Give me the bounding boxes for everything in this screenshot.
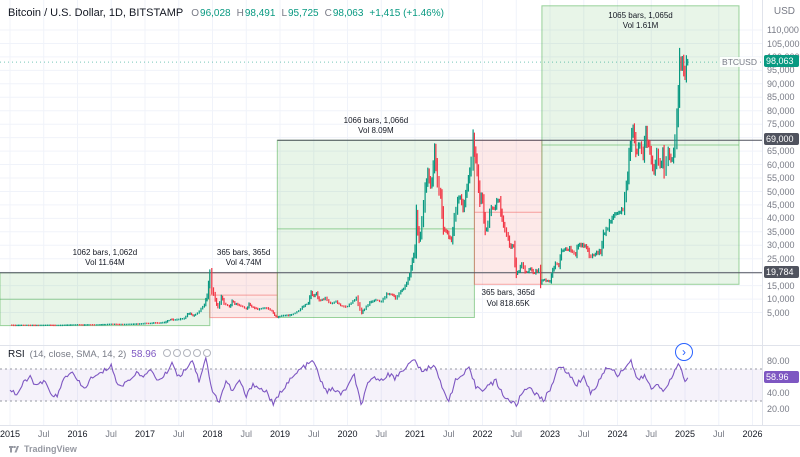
time-tick-year[interactable]: 2020 (337, 429, 358, 439)
time-tick-jul[interactable]: Jul (375, 429, 388, 439)
ohlc-values: O96,028 H98,491 L95,725 C98,063 +1,415 (… (191, 8, 444, 19)
rsi-line (9, 355, 689, 408)
rsi-alert-icon[interactable] (183, 349, 192, 357)
low-value: L95,725 (281, 8, 319, 19)
price-tick: 5,000 (767, 307, 790, 318)
price-tick: 85,000 (767, 92, 795, 103)
price-tick: 65,000 (767, 146, 795, 157)
price-chart-canvas[interactable] (0, 0, 762, 345)
time-tick-year[interactable]: 2021 (404, 429, 426, 439)
close-label: C (324, 8, 332, 19)
price-tick: 45,000 (767, 199, 795, 210)
time-tick-jul[interactable]: Jul (173, 429, 185, 439)
rsi-legend[interactable]: RSI (14, close, SMA, 14, 2) 58.96 (8, 349, 212, 360)
price-tick: 110,000 (767, 25, 799, 35)
rsi-tick: 80.00 (767, 356, 790, 366)
pane-separator[interactable] (0, 345, 800, 346)
rsi-settings-icon[interactable] (173, 349, 182, 357)
close-value: C98,063 (324, 8, 364, 19)
time-tick-jul[interactable]: Jul (443, 429, 455, 439)
price-tick: 95,000 (767, 65, 795, 76)
high-label: H (236, 8, 244, 19)
time-tick-year[interactable]: 2015 (0, 429, 21, 439)
time-axis[interactable]: 2015 Jul 2016 Jul 2017 Jul 2018 Jul 2019 Jul 2020 J… (0, 425, 800, 441)
price-tick: 25,000 (767, 253, 795, 264)
current-price-badge: 98,063 (764, 55, 799, 68)
price-tick: 75,000 (767, 119, 795, 130)
rsi-tick: 20.00 (767, 404, 790, 414)
rsi-params: (14, close, SMA, 14, 2) (29, 349, 127, 360)
time-tick-jul[interactable]: Jul (578, 429, 590, 439)
time-tick-jul[interactable]: Jul (713, 429, 725, 439)
low-label: L (281, 8, 287, 19)
time-tick-year[interactable]: 2019 (269, 429, 291, 439)
open-value: O96,028 (191, 8, 231, 19)
symbol-legend[interactable]: Bitcoin / U.S. Dollar, 1D, BITSTAMP O96,… (8, 7, 444, 19)
time-tick-year[interactable]: 2024 (607, 429, 628, 439)
price-tick: 10,000 (767, 294, 795, 305)
go-to-realtime-button[interactable]: › (675, 343, 693, 361)
price-line-badge: 69,000 (764, 133, 799, 146)
time-tick-year[interactable]: 2022 (472, 429, 493, 439)
time-tick-jul[interactable]: Jul (105, 429, 117, 439)
time-tick-jul[interactable]: Jul (308, 429, 320, 439)
time-tick-year[interactable]: 2016 (67, 429, 88, 439)
rsi-more-icon[interactable] (203, 349, 212, 357)
time-tick-jul[interactable]: Jul (645, 429, 658, 439)
symbol-price-label: BTCUSD (720, 57, 759, 68)
time-tick-year[interactable]: 2025 (674, 429, 696, 439)
price-tick: 55,000 (767, 173, 795, 183)
price-tick: 90,000 (767, 78, 795, 89)
time-tick-year[interactable]: 2017 (134, 429, 156, 439)
price-tick: 30,000 (767, 240, 795, 251)
time-tick-year[interactable]: 2023 (539, 429, 561, 439)
price-tick: 105,000 (767, 38, 800, 49)
time-tick-year[interactable]: 2026 (742, 429, 763, 439)
footer-bar: TradingView (0, 441, 800, 457)
rsi-title[interactable]: RSI (8, 349, 25, 360)
price-pane[interactable]: 1062 bars, 1,062d Vol 11.64M 365 bars, 365… (0, 0, 762, 345)
price-line-badge: 19,784 (764, 265, 799, 278)
time-tick-jul[interactable]: Jul (240, 429, 253, 439)
right-arrow-icon: › (682, 344, 686, 359)
rsi-chart-canvas[interactable] (0, 345, 762, 425)
tradingview-logo[interactable] (8, 443, 20, 455)
price-tick: 60,000 (767, 159, 795, 170)
time-tick-jul[interactable]: Jul (510, 429, 523, 439)
open-label: O (191, 8, 200, 19)
rsi-pane[interactable]: RSI (14, close, SMA, 14, 2) 58.96 (0, 345, 762, 425)
time-tick-jul[interactable]: Jul (37, 429, 50, 439)
change-value: +1,415 (+1.46%) (369, 8, 444, 19)
price-tick: 35,000 (767, 226, 795, 237)
rsi-value-badge: 58.96 (764, 370, 799, 383)
tradingview-wordmark[interactable]: TradingView (24, 444, 77, 454)
rsi-hide-icon[interactable] (163, 349, 172, 357)
rsi-value: 58.96 (131, 349, 157, 360)
rsi-tick: 40.00 (767, 388, 790, 398)
price-tick: 80,000 (767, 105, 795, 116)
price-axis[interactable]: USD 69,000 19,784 98,063 5,000 10,000 15,000 2… (762, 0, 800, 425)
symbol-title[interactable]: Bitcoin / U.S. Dollar, 1D, BITSTAMP (8, 7, 184, 19)
high-value: H98,491 (236, 8, 276, 19)
rsi-delete-icon[interactable] (193, 349, 202, 357)
time-tick-year[interactable]: 2018 (202, 429, 223, 439)
currency-label[interactable]: USD (773, 6, 795, 17)
price-tick: 40,000 (767, 213, 795, 224)
price-tick: 50,000 (767, 186, 795, 197)
price-tick: 15,000 (767, 280, 795, 291)
rsi-icons (161, 349, 212, 360)
